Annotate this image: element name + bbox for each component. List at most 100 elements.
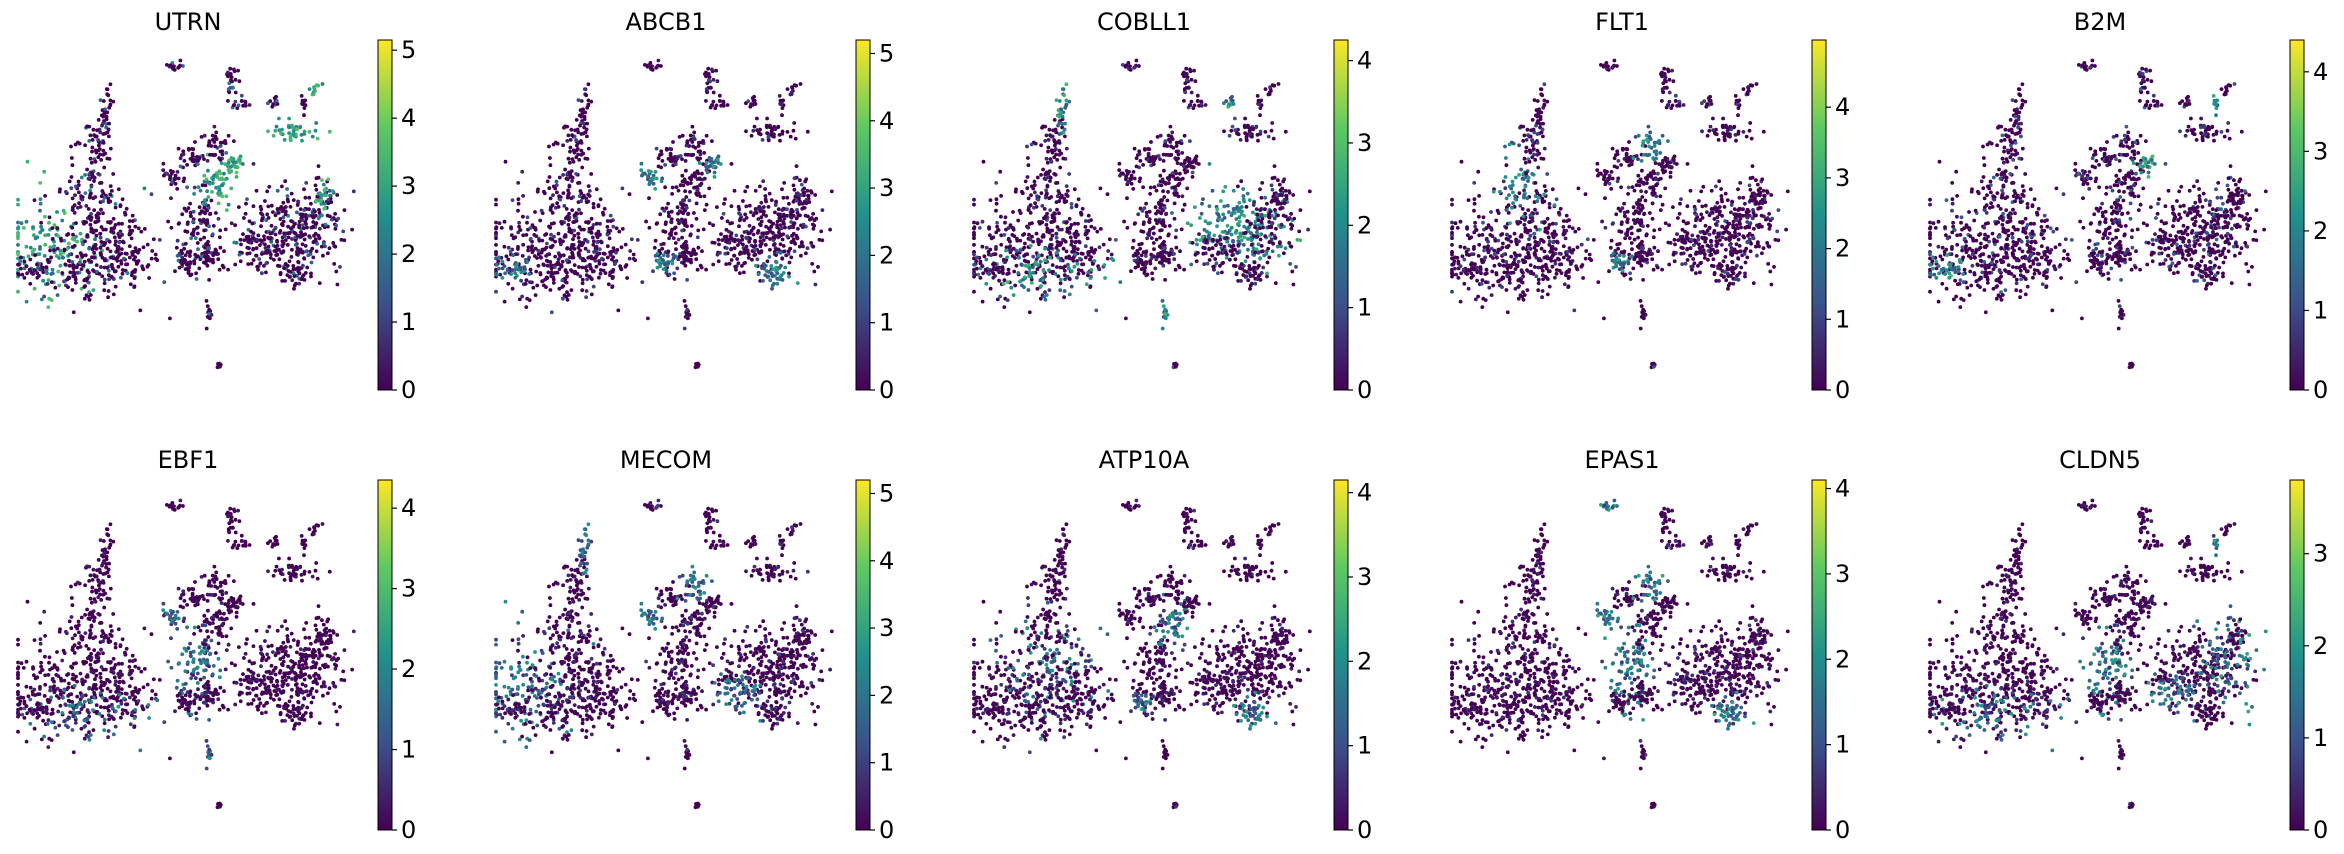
cell-point (1258, 208, 1263, 213)
cell-point (795, 281, 800, 285)
cell-point (647, 225, 652, 230)
cell-point (166, 219, 171, 224)
cell-point (1151, 231, 1156, 236)
colorbar (378, 40, 392, 390)
cell-point (237, 79, 242, 84)
cell-point (1164, 211, 1169, 216)
cell-point (1188, 67, 1192, 72)
cell-point (24, 219, 29, 224)
cell-point (229, 156, 234, 160)
cell-point (770, 230, 775, 235)
cell-point (116, 187, 121, 192)
cell-point (328, 193, 332, 198)
cell-point (1219, 242, 1223, 247)
cell-point (663, 185, 667, 190)
cell-point (103, 241, 108, 246)
cell-point (277, 257, 282, 262)
cell-point (1185, 186, 1190, 191)
cell-point (1241, 187, 1245, 191)
cell-point (208, 316, 212, 321)
cell-point (572, 213, 577, 218)
cell-point (82, 278, 87, 283)
cell-point (1283, 188, 1288, 193)
cell-point (243, 211, 248, 216)
cell-point (1065, 220, 1069, 224)
cell-point (1067, 230, 1071, 235)
cell-point (770, 283, 775, 288)
cell-point (1064, 98, 1069, 103)
cell-point (66, 275, 71, 280)
cell-point (1174, 171, 1179, 176)
cell-point (598, 197, 603, 202)
cell-point (65, 233, 69, 237)
cell-point (111, 292, 116, 297)
cell-point (994, 197, 999, 202)
cell-point (521, 242, 526, 247)
cell-point (254, 246, 259, 251)
cell-point (299, 234, 304, 239)
cell-point (1139, 253, 1144, 258)
cell-point (1243, 259, 1248, 264)
cell-point (1282, 198, 1287, 202)
cell-point (1013, 256, 1017, 260)
cell-point (98, 235, 103, 240)
cell-point (550, 203, 555, 208)
cell-point (18, 259, 23, 263)
cell-point (542, 189, 546, 194)
cell-point (1166, 232, 1171, 237)
cell-point (130, 270, 135, 275)
cell-point (305, 225, 309, 230)
cell-point (552, 221, 556, 226)
cell-point (785, 130, 790, 134)
cell-point (174, 245, 179, 250)
cell-point (1030, 221, 1034, 226)
cell-point (26, 254, 31, 259)
cell-point (998, 254, 1003, 258)
cell-point (984, 281, 989, 286)
cell-point (1243, 116, 1247, 121)
cell-point (290, 278, 295, 283)
cell-point (1525, 288, 1530, 292)
cell-point (565, 297, 570, 302)
cell-point (275, 243, 280, 248)
cell-point (673, 162, 678, 167)
cell-point (224, 208, 229, 213)
cell-point (565, 246, 569, 251)
cell-point (543, 233, 547, 237)
cell-point (589, 230, 593, 235)
cell-point (193, 140, 197, 144)
cell-point (202, 157, 206, 162)
cell-point (58, 263, 63, 268)
cell-point (1045, 160, 1050, 165)
cell-point (293, 243, 298, 247)
cell-point (596, 231, 601, 236)
cell-point (16, 252, 20, 257)
cell-point (640, 173, 644, 178)
cell-point (255, 237, 259, 242)
cell-point (571, 159, 576, 164)
cell-point (1194, 237, 1199, 242)
cell-point (201, 210, 206, 215)
cell-point (1145, 236, 1149, 241)
cell-point (273, 225, 278, 230)
cell-point (753, 243, 758, 248)
cell-point (55, 246, 60, 251)
cell-point (1026, 196, 1031, 201)
cell-point (102, 195, 107, 200)
cell-point (302, 113, 306, 118)
cell-point (1040, 204, 1045, 208)
cell-point (683, 304, 688, 308)
cell-point (1058, 110, 1063, 115)
cell-point (249, 229, 253, 234)
cell-point (506, 245, 511, 250)
cell-point (1060, 227, 1064, 232)
cell-point (1201, 197, 1205, 202)
cell-point (1006, 236, 1011, 241)
cell-point (177, 265, 182, 270)
cell-point (19, 266, 23, 271)
cell-point (1239, 262, 1244, 266)
cell-point (88, 133, 93, 138)
cell-point (1060, 87, 1065, 91)
cell-point (1216, 271, 1220, 276)
cell-point (321, 182, 326, 187)
